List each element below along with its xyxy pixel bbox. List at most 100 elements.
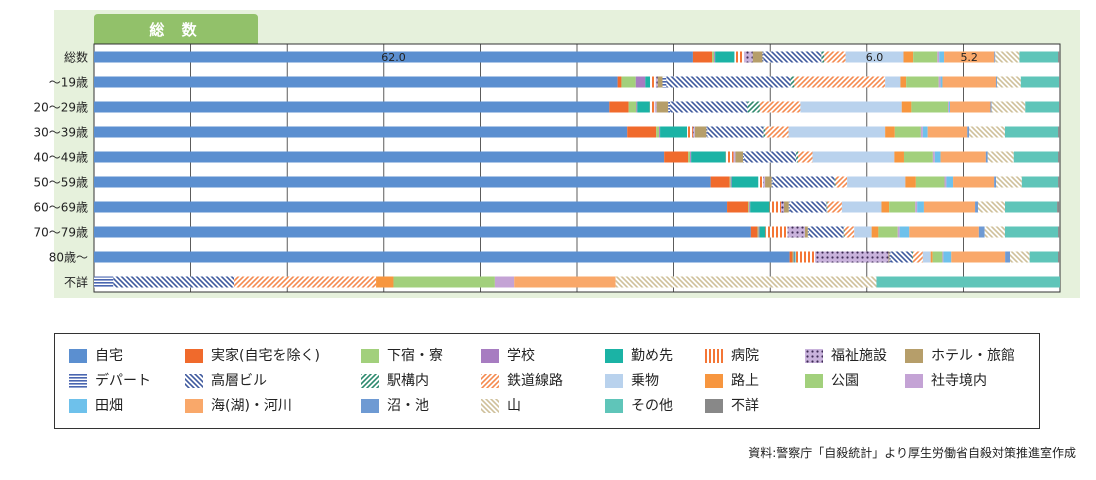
legend-swatch <box>605 373 623 388</box>
legend-item: 病院 <box>705 343 805 368</box>
bar-segment <box>939 51 945 63</box>
bar-segment <box>1025 101 1060 113</box>
bar-segment <box>798 151 813 163</box>
bar-segment <box>691 151 726 163</box>
category-label: 総数 <box>64 50 88 65</box>
bar-segment <box>706 126 708 138</box>
bar-segment <box>94 201 728 213</box>
bar-segment <box>889 251 891 263</box>
category-labels: 総数〜19歳 20〜29歳 30〜39歳 40〜49歳 50〜59歳 60〜69歳 70〜7… <box>33 50 88 290</box>
bar-segment <box>735 151 744 163</box>
data-label: 62.0 <box>381 51 406 64</box>
legend-swatch <box>481 373 499 388</box>
legend-item: 実家(自宅を除く) <box>185 343 361 368</box>
bar-segment <box>885 76 901 88</box>
legend-swatch <box>361 398 379 413</box>
bar-segment <box>821 51 825 63</box>
bar-segment <box>890 251 913 263</box>
bar-segment <box>690 151 692 163</box>
legend-label: ホテル・旅館 <box>931 347 1015 364</box>
bar-segment <box>609 101 629 113</box>
bar-segment <box>94 126 628 138</box>
bar-segment <box>944 176 947 188</box>
bar-segment <box>1013 151 1059 163</box>
bar-segment <box>1021 176 1059 188</box>
bar-segment <box>990 101 992 113</box>
legend-item: 高層ビル <box>185 368 361 393</box>
legend-item: 田畑 <box>69 393 185 418</box>
bar-segment <box>636 101 638 113</box>
bar-segment <box>1058 126 1060 138</box>
bar-segment <box>763 126 766 138</box>
bar-segment <box>906 76 939 88</box>
bar-segment <box>635 76 646 88</box>
bar-segment <box>765 226 788 238</box>
legend-label: 社寺境内 <box>931 372 987 389</box>
legend-label: 公園 <box>831 372 859 389</box>
legend-swatch <box>185 348 203 363</box>
category-label: 60〜69歳 <box>33 201 88 215</box>
bar-segment <box>942 251 944 263</box>
bar-segment <box>932 151 935 163</box>
bar-segment <box>715 51 735 63</box>
bar-segment <box>772 176 835 188</box>
bar-segment <box>787 226 805 238</box>
legend-label: 下宿・寮 <box>387 347 443 364</box>
bar-segment <box>815 251 889 263</box>
bar-segment <box>617 76 622 88</box>
bar-segment <box>915 201 918 213</box>
bar-segment <box>994 176 997 188</box>
bar-segment <box>748 201 750 213</box>
bar-segment <box>789 201 827 213</box>
bar-segment <box>969 126 1005 138</box>
source-note: 資料:警察庁「自殺統計」より厚生労働省自殺対策推進室作成 <box>748 446 1076 460</box>
bar-segment <box>660 126 688 138</box>
legend-item: 駅構内 <box>361 368 481 393</box>
bar-segment <box>628 101 637 113</box>
bar-segment <box>922 126 928 138</box>
bar-segment <box>94 251 790 263</box>
bar-segment <box>692 126 695 138</box>
chart-title: 総 数 <box>149 21 202 39</box>
legend-label: 沼・池 <box>387 397 429 414</box>
legend-item: 路上 <box>705 368 805 393</box>
bar-segment <box>712 51 715 63</box>
legend-item: デパート <box>69 368 185 393</box>
bar-segment <box>789 251 793 263</box>
bar-segment <box>94 276 114 288</box>
bar-segment <box>792 251 794 263</box>
bar-segment <box>113 276 235 288</box>
bar-segment <box>788 126 886 138</box>
title-tab <box>94 14 258 44</box>
legend-swatch <box>185 373 203 388</box>
bar-segment <box>854 226 872 238</box>
legend-label: 駅構内 <box>387 372 429 389</box>
bar-segment <box>725 151 734 163</box>
bar-segment <box>827 201 842 213</box>
legend-item: 沼・池 <box>361 393 481 418</box>
bar-segment <box>762 51 764 63</box>
legend-item: 社寺境内 <box>905 368 1045 393</box>
legend-label: 学校 <box>507 347 535 364</box>
bar-segment <box>730 176 732 188</box>
bar-segment <box>649 101 655 113</box>
bar-segment <box>1058 226 1060 238</box>
legend-item: 公園 <box>805 368 905 393</box>
legend-swatch <box>481 398 499 413</box>
legend-item: 下宿・寮 <box>361 343 481 368</box>
category-label: 不詳 <box>64 275 88 290</box>
bar-segment <box>967 126 970 138</box>
bar-segment <box>876 276 1060 288</box>
bar-segment <box>991 101 1026 113</box>
bar-segment <box>940 151 986 163</box>
bar-segment <box>826 201 828 213</box>
bar-segment <box>654 101 657 113</box>
legend-item: その他 <box>605 393 705 418</box>
legend-swatch <box>69 398 87 413</box>
bar-segment <box>637 101 650 113</box>
bar-segment <box>750 226 758 238</box>
bar-segment <box>1020 76 1060 88</box>
bar-segment <box>946 176 954 188</box>
bar-segment <box>920 126 923 138</box>
bar-segment <box>94 51 693 63</box>
